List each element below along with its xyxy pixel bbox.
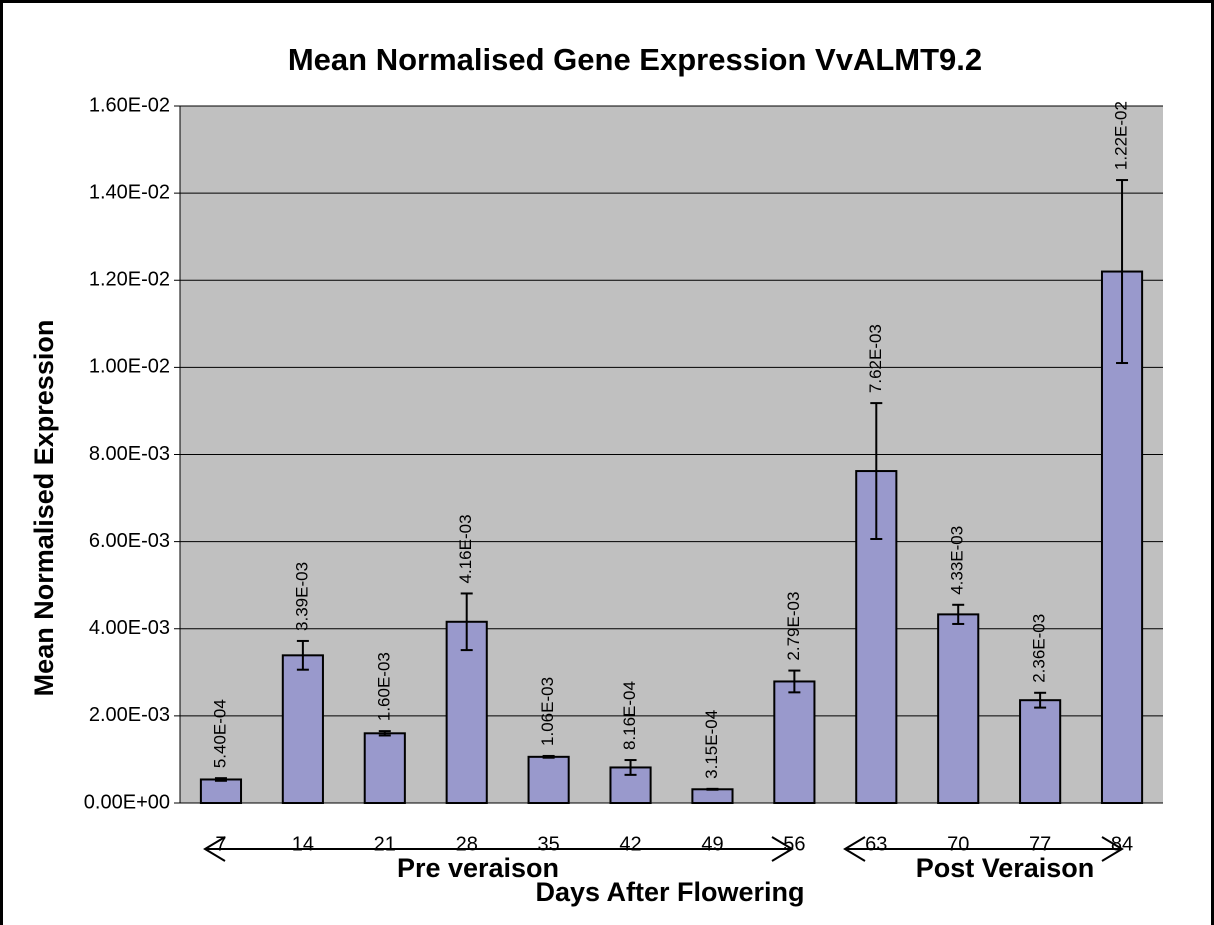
x-tick-label: 70 bbox=[947, 833, 969, 855]
x-tick-label: 28 bbox=[456, 833, 478, 855]
bar bbox=[281, 654, 324, 804]
y-tick-label: 1.40E-02 bbox=[89, 181, 170, 203]
arrow-head bbox=[843, 836, 866, 862]
x-tick-label: 7 bbox=[215, 833, 226, 855]
value-label: 4.33E-03 bbox=[948, 526, 967, 595]
value-label: 5.40E-04 bbox=[210, 699, 229, 768]
x-tick-label: 35 bbox=[538, 833, 560, 855]
y-tick-label: 1.60E-02 bbox=[89, 94, 170, 116]
arrow-head bbox=[203, 836, 226, 862]
value-label: 1.06E-03 bbox=[538, 677, 557, 746]
x-axis-label: Days After Flowering bbox=[535, 877, 804, 907]
x-tick-label: 56 bbox=[783, 833, 805, 855]
arrows bbox=[203, 836, 1124, 862]
y-tick-label: 6.00E-03 bbox=[89, 530, 170, 552]
arrow-head bbox=[1101, 836, 1124, 862]
y-tick-label: 8.00E-03 bbox=[89, 443, 170, 465]
chart-title: Mean Normalised Gene Expression VvALMT9.… bbox=[288, 42, 982, 77]
bar bbox=[1019, 699, 1062, 805]
value-label: 2.79E-03 bbox=[784, 592, 803, 661]
bar bbox=[363, 732, 406, 804]
y-tick-label: 1.20E-02 bbox=[89, 269, 170, 291]
x-tick-label: 77 bbox=[1029, 833, 1051, 855]
y-tick-label: 2.00E-03 bbox=[89, 704, 170, 726]
bar bbox=[527, 755, 570, 804]
y-tick-label: 4.00E-03 bbox=[89, 617, 170, 639]
y-tick-label: 0.00E+00 bbox=[84, 791, 170, 813]
x-tick-label: 14 bbox=[292, 833, 314, 855]
x-tick-label: 84 bbox=[1111, 833, 1133, 855]
x-tick-label: 42 bbox=[619, 833, 641, 855]
value-label: 7.62E-03 bbox=[866, 324, 885, 393]
arrow-head bbox=[771, 836, 794, 862]
value-label: 3.39E-03 bbox=[292, 562, 311, 631]
bar bbox=[937, 613, 980, 805]
bar bbox=[773, 680, 816, 805]
annotation: Pre veraison bbox=[397, 853, 559, 883]
value-label: 8.16E-04 bbox=[620, 681, 639, 750]
value-label: 1.60E-03 bbox=[374, 652, 393, 721]
value-label: 2.36E-03 bbox=[1030, 614, 1049, 683]
y-axis-label: Mean Normalised Expression bbox=[29, 320, 59, 697]
y-tick-label: 1.00E-02 bbox=[89, 356, 170, 378]
value-label: 1.22E-02 bbox=[1112, 101, 1131, 170]
bar bbox=[199, 778, 243, 805]
bar bbox=[691, 788, 734, 805]
value-label: 4.16E-03 bbox=[456, 514, 475, 583]
x-tick-label: 21 bbox=[374, 833, 396, 855]
annotation: Post Veraison bbox=[916, 853, 1095, 883]
x-tick-label: 63 bbox=[865, 833, 887, 855]
value-label: 3.15E-04 bbox=[702, 710, 721, 779]
x-tick-label: 49 bbox=[701, 833, 723, 855]
